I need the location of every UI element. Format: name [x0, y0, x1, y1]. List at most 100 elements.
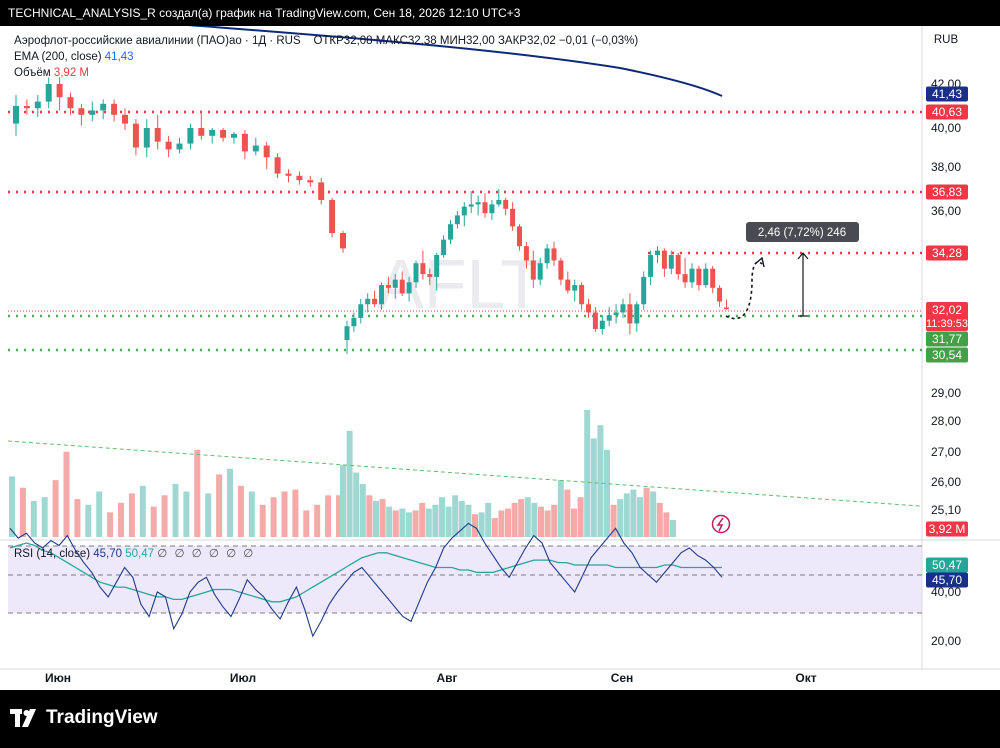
candle-body[interactable] [655, 250, 660, 255]
candle-body[interactable] [385, 285, 391, 288]
candle-body[interactable] [689, 268, 695, 283]
symbol-line[interactable]: Аэрофлот-российские авиалинии (ПАО)ао · … [14, 35, 301, 47]
target-price-badge[interactable] [926, 245, 968, 261]
candle-body[interactable] [406, 282, 412, 294]
candle-body[interactable] [209, 129, 216, 136]
candle-body[interactable] [111, 103, 118, 115]
candle-body[interactable] [154, 128, 161, 142]
volume-label[interactable]: Объём [14, 67, 51, 79]
candle-body[interactable] [537, 263, 543, 280]
candle-body[interactable] [358, 304, 364, 318]
rsi-legend[interactable]: RSI (14, close) 45,70 50,47 ∅ ∅ ∅ ∅ ∅ ∅ [14, 546, 255, 560]
candle-body[interactable] [252, 145, 259, 152]
candle-body[interactable] [468, 204, 474, 207]
resistance-price-badge[interactable] [926, 184, 968, 200]
candle-body[interactable] [606, 315, 612, 321]
candle-body[interactable] [67, 97, 74, 109]
candle-body[interactable] [599, 320, 605, 329]
candle-body[interactable] [461, 206, 467, 216]
candle-body[interactable] [176, 143, 183, 150]
candle-body[interactable] [34, 101, 41, 109]
candle-body[interactable] [530, 260, 536, 280]
rsi-line[interactable] [9, 522, 723, 638]
candle-body[interactable] [454, 215, 460, 225]
candle-body[interactable] [241, 133, 248, 152]
rsi-ma-badge[interactable] [926, 557, 968, 573]
candle-body[interactable] [682, 274, 688, 283]
candle-body[interactable] [392, 279, 398, 288]
candle-body[interactable] [592, 312, 598, 329]
candle-body[interactable] [340, 233, 346, 249]
resistance-price-badge[interactable] [926, 104, 968, 120]
candle-body[interactable] [579, 285, 585, 305]
candle-body[interactable] [365, 298, 371, 305]
candle-body[interactable] [475, 202, 481, 205]
legend-row-symbol[interactable]: Аэрофлот-российские авиалинии (ПАО)ао · … [14, 33, 638, 49]
volume-badge[interactable] [926, 521, 968, 537]
candle-body[interactable] [399, 279, 405, 294]
candle-body[interactable] [187, 128, 194, 144]
candle-body[interactable] [307, 180, 314, 183]
candle-body[interactable] [132, 123, 139, 148]
candle-body[interactable] [143, 128, 150, 148]
flash-alert-icon[interactable] [711, 514, 731, 534]
candle-body[interactable] [620, 304, 626, 313]
candle-body[interactable] [231, 133, 237, 138]
tradingview-logo[interactable]: TradingView [10, 707, 158, 729]
ema-200-line[interactable] [150, 26, 723, 97]
candle-body[interactable] [220, 129, 227, 138]
candle-body[interactable] [441, 239, 447, 255]
candle-body[interactable] [503, 200, 509, 209]
candle-body[interactable] [482, 202, 488, 214]
candle-body[interactable] [448, 224, 453, 240]
candle-body[interactable] [710, 268, 716, 288]
projection-path[interactable] [725, 261, 763, 320]
candle-body[interactable] [165, 141, 172, 150]
candle-body[interactable] [641, 276, 647, 305]
candle-body[interactable] [703, 268, 709, 286]
candle-body[interactable] [318, 182, 325, 200]
candle-body[interactable] [45, 84, 52, 102]
candle-body[interactable] [613, 312, 619, 316]
candle-body[interactable] [668, 255, 674, 269]
candle-body[interactable] [696, 268, 702, 286]
candle-body[interactable] [198, 128, 205, 136]
candle-body[interactable] [78, 108, 85, 115]
candle-body[interactable] [23, 106, 30, 109]
candle-body[interactable] [572, 285, 578, 291]
candle-body[interactable] [420, 263, 426, 275]
candle-body[interactable] [56, 84, 63, 98]
candle-body[interactable] [717, 287, 723, 302]
candle-body[interactable] [285, 173, 292, 176]
legend-row-ema[interactable]: EMA (200, close) 41,43 [14, 49, 638, 65]
ema-label[interactable]: EMA (200, close) [14, 51, 102, 63]
candle-body[interactable] [523, 246, 529, 261]
candle-body[interactable] [551, 248, 557, 261]
candle-body[interactable] [489, 204, 495, 214]
candle-body[interactable] [274, 157, 281, 174]
candle-body[interactable] [565, 279, 571, 291]
candle-body[interactable] [724, 307, 729, 310]
rsi-ma-line[interactable] [9, 542, 722, 603]
candle-body[interactable] [13, 106, 19, 124]
candle-body[interactable] [372, 298, 378, 305]
rsi-label[interactable]: RSI (14, close) [14, 548, 91, 560]
candle-body[interactable] [122, 114, 128, 124]
candle-body[interactable] [496, 200, 502, 205]
rsi-badge[interactable] [926, 572, 968, 588]
candle-body[interactable] [648, 255, 654, 277]
candle-body[interactable] [263, 145, 270, 158]
candle-body[interactable] [517, 226, 522, 247]
candle-body[interactable] [89, 110, 96, 115]
ema-price-badge[interactable] [926, 86, 968, 102]
candle-body[interactable] [427, 274, 433, 277]
candle-body[interactable] [627, 304, 633, 324]
candle-body[interactable] [634, 304, 640, 324]
last-price-badge[interactable] [926, 302, 968, 331]
legend-row-volume[interactable]: Объём 3,92 M [14, 65, 638, 81]
support-price-badge[interactable] [926, 331, 968, 347]
candle-body[interactable] [434, 255, 440, 277]
candle-body[interactable] [296, 175, 303, 181]
chart-svg[interactable]: AFLT 2,46 (7,72%) 246 42,0040,0038,0036,… [0, 26, 1000, 690]
candle-body[interactable] [558, 260, 564, 280]
